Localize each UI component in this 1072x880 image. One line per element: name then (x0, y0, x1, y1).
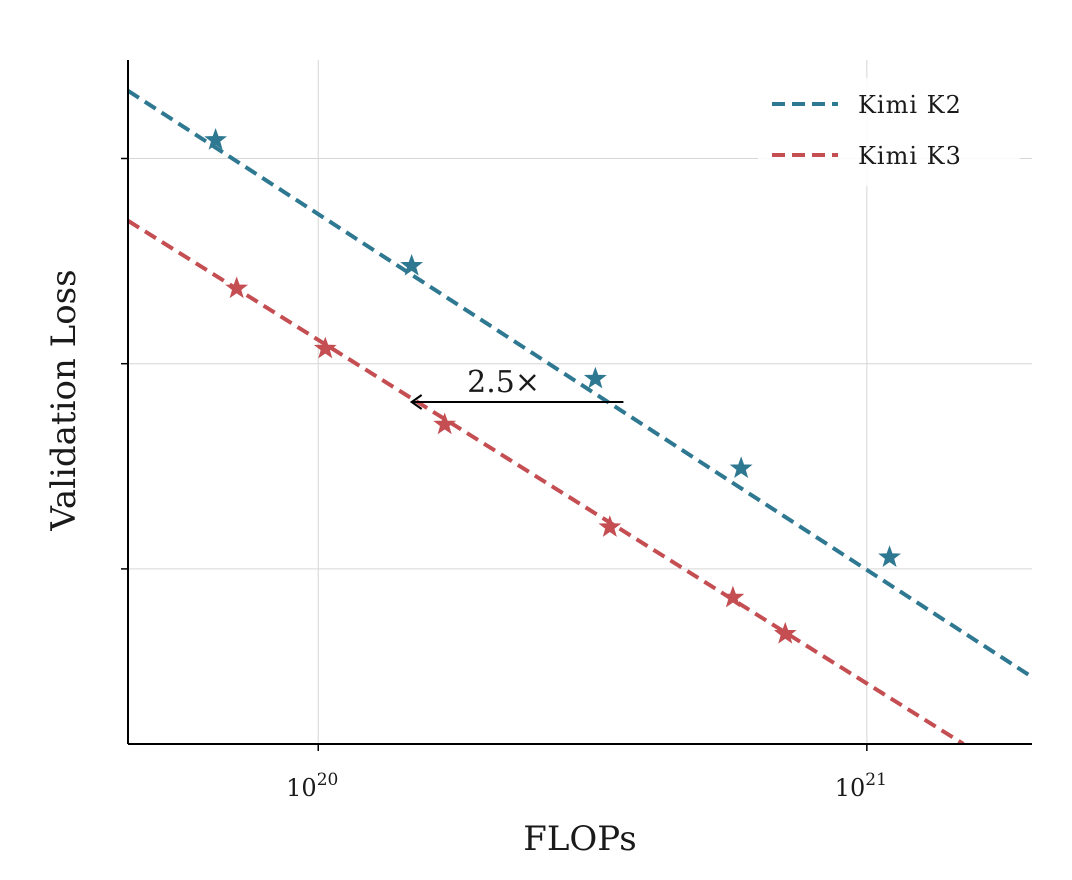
data-point-kimi-k2 (729, 456, 753, 479)
tick-marks: 1020 1021 (121, 157, 887, 802)
data-point-kimi-k3 (598, 515, 622, 537)
x-tick-label: 1021 (835, 770, 887, 802)
series-layer (128, 89, 1032, 744)
legend-label-kimi-k3: Kimi K3 (858, 142, 962, 170)
data-point-kimi-k3 (313, 336, 337, 359)
data-point-kimi-k3 (433, 412, 457, 435)
data-point-kimi-k3 (721, 585, 745, 608)
axes (127, 60, 1032, 745)
x-tick-label: 1020 (286, 770, 338, 802)
x-axis-title: FLOPs (523, 819, 636, 859)
data-point-kimi-k3 (225, 276, 249, 299)
data-point-kimi-k3 (773, 621, 797, 644)
legend-label-kimi-k2: Kimi K2 (858, 91, 962, 119)
data-point-kimi-k2 (878, 545, 901, 567)
arrow-head (409, 394, 423, 410)
y-axis-title: Validation Loss (44, 269, 84, 531)
data-point-kimi-k2 (583, 366, 607, 389)
annotation-label: 2.5× (467, 365, 540, 400)
legend: Kimi K2 Kimi K3 (758, 78, 1020, 186)
data-point-kimi-k2 (400, 253, 424, 276)
data-point-kimi-k2 (204, 128, 228, 150)
fit-line-kimi-k3 (128, 219, 965, 744)
annotation-layer: 2.5× (409, 365, 624, 410)
legend-box (758, 78, 1020, 186)
